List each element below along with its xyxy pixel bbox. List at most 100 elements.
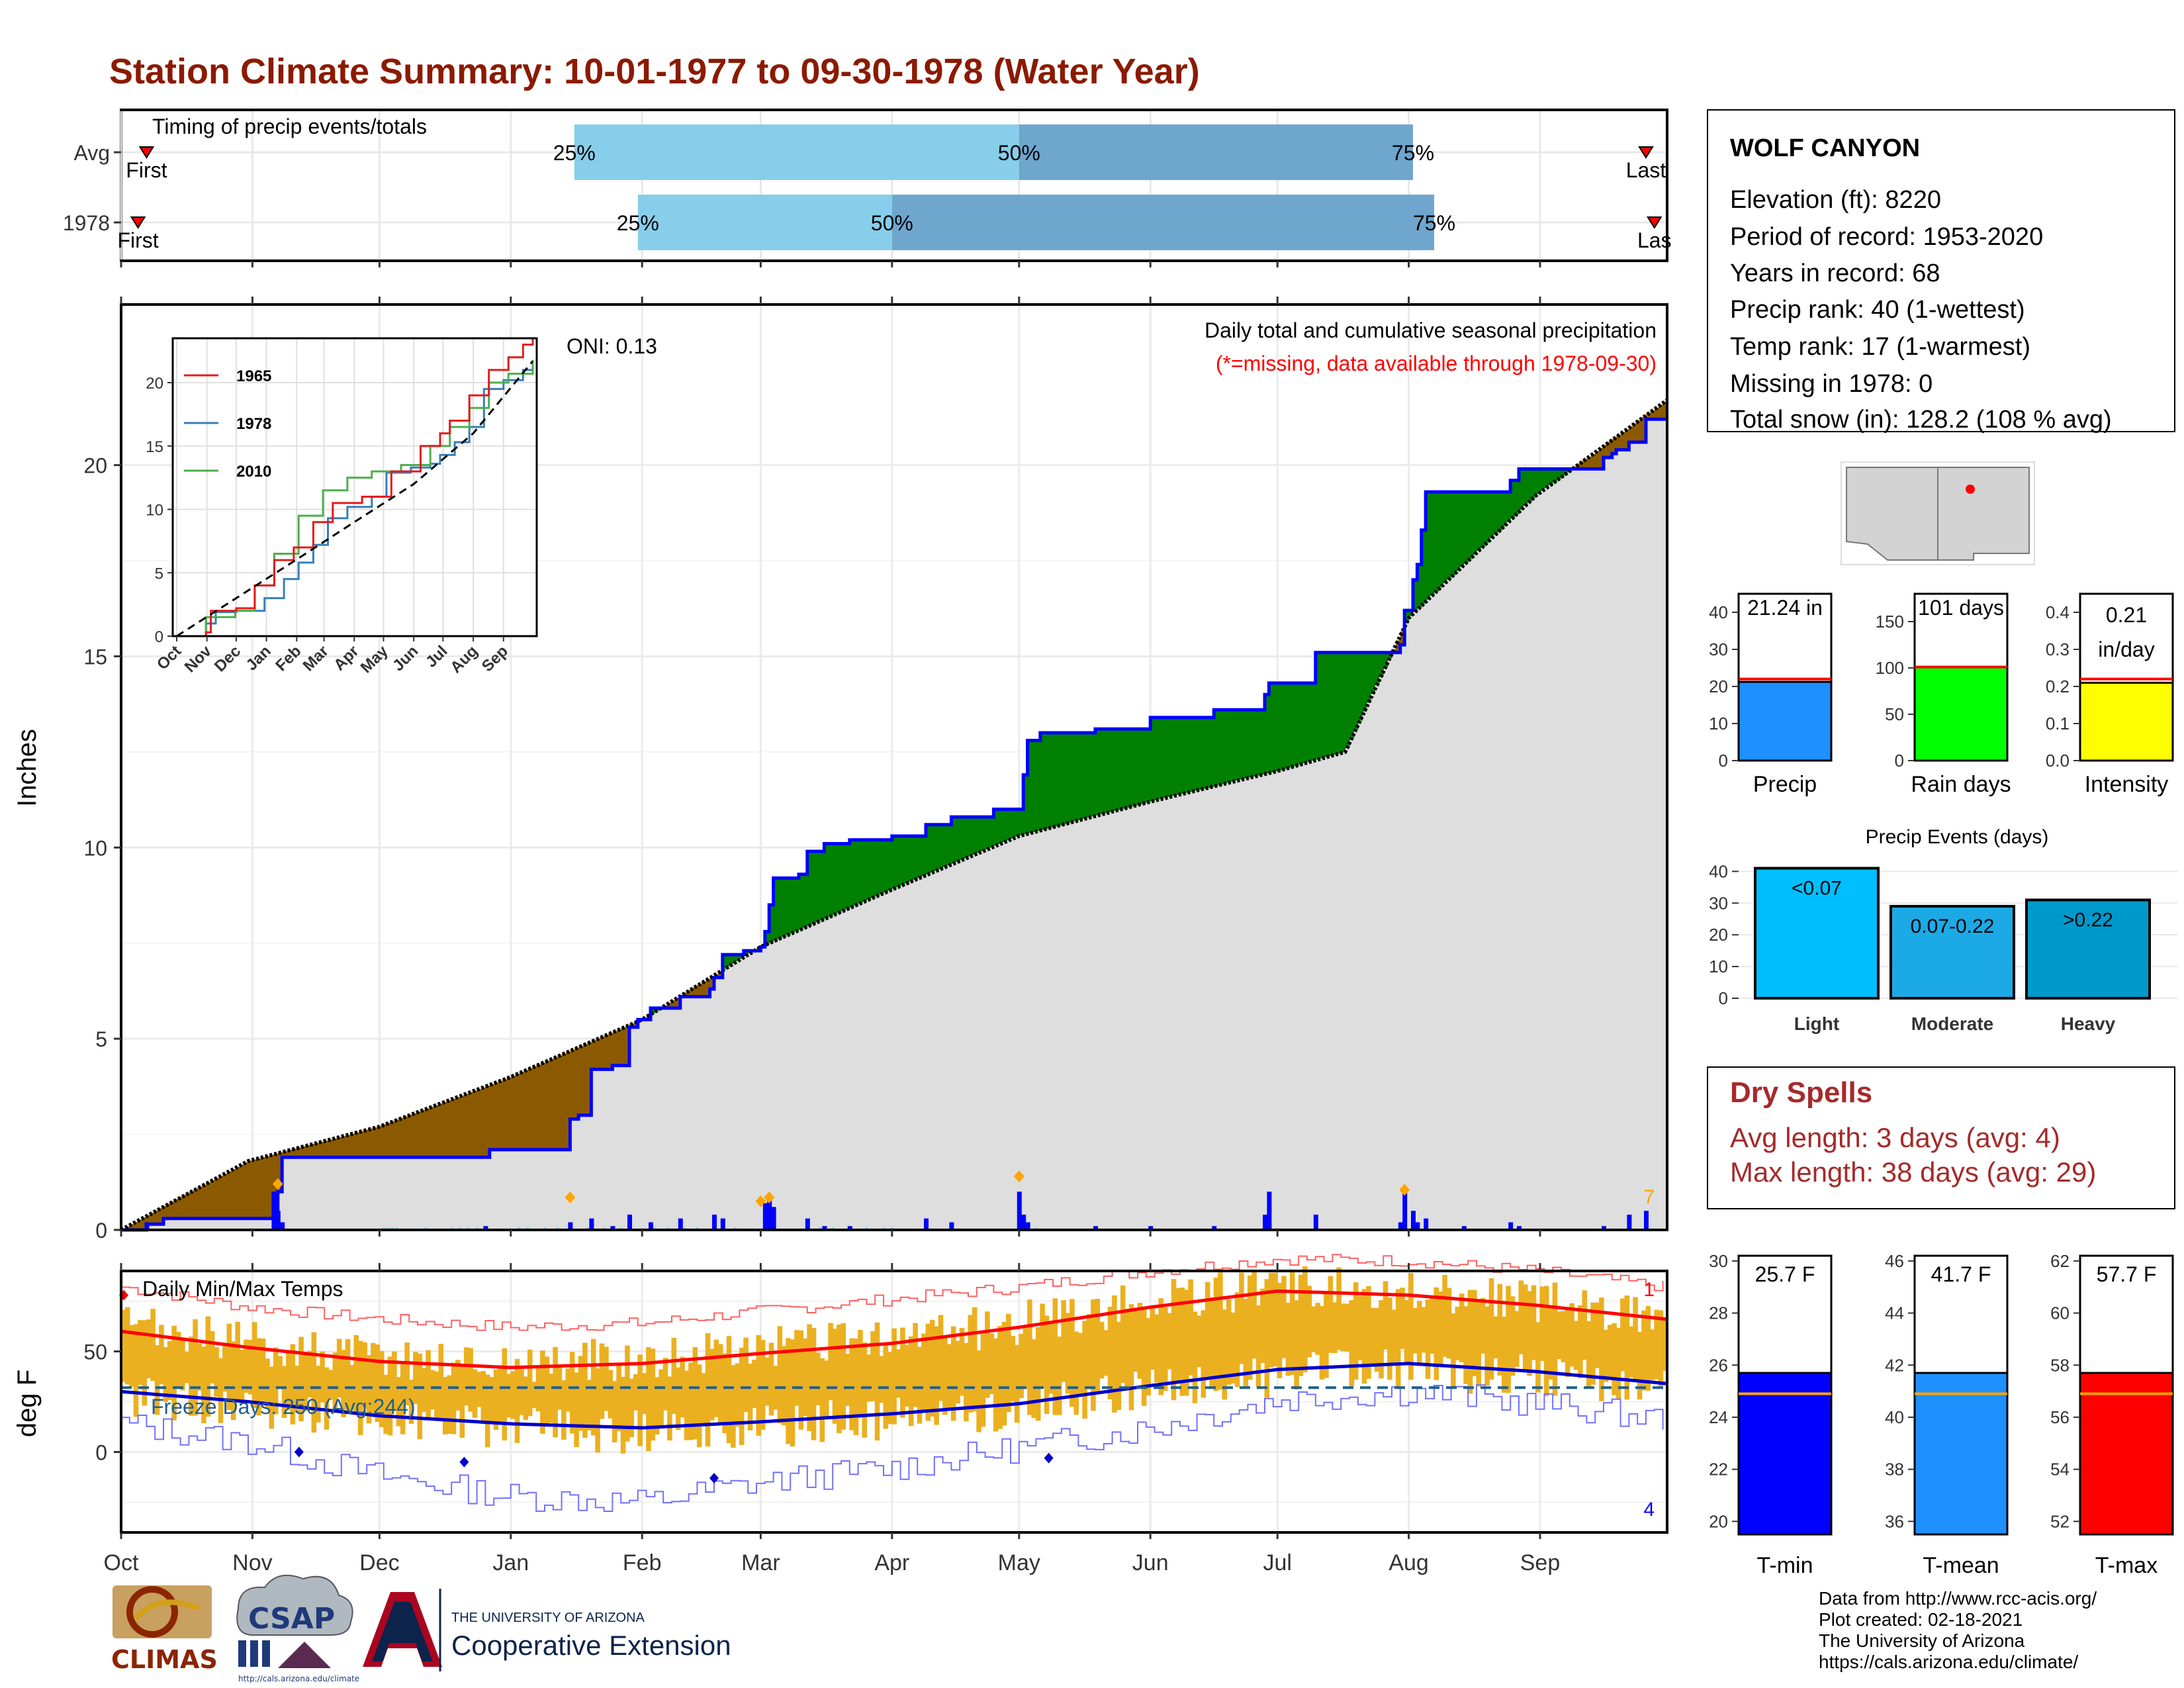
temp-range-bar xyxy=(1446,1288,1452,1359)
precip-events-chart: Precip Events (days) 0 10 20 30 40 <0.07 Light 0… xyxy=(1709,826,2177,1034)
temp-range-bar xyxy=(1493,1316,1498,1359)
temp-range-bar xyxy=(230,1341,236,1421)
record-min-line xyxy=(121,1384,1664,1512)
temp-record-point xyxy=(709,1472,719,1483)
summary-bar-tick-label: 50 xyxy=(1885,704,1904,724)
daily-precip-bar xyxy=(1398,1222,1403,1230)
daily-precip-bar xyxy=(805,1218,810,1230)
temp-bar-t-min: 20 22 24 26 28 30 25.7 F T-min xyxy=(1709,1251,1833,1578)
inset-y-tick-label: 10 xyxy=(146,502,163,520)
daily-precip-bar xyxy=(1212,1226,1217,1230)
main-y-tick-label: 15 xyxy=(83,645,107,669)
temp-range-bar xyxy=(950,1326,956,1421)
summary-bar-fill xyxy=(1913,666,2009,762)
temp-range-bar xyxy=(375,1344,381,1423)
temp-range-bar xyxy=(1120,1285,1126,1383)
temp-bar-tick-label: 52 xyxy=(2050,1511,2070,1531)
temp-range-bar xyxy=(392,1351,397,1411)
summary-bar-value: 101 days xyxy=(1918,596,2004,620)
temp-range-bar xyxy=(1031,1339,1037,1419)
temp-range-bar xyxy=(731,1365,736,1448)
temp-range-bar xyxy=(1599,1297,1604,1401)
temp-range-bar xyxy=(357,1340,363,1435)
timing-pct-label: 50% xyxy=(998,141,1040,165)
temp-range-bar xyxy=(1294,1300,1299,1389)
temp-range-bar xyxy=(498,1365,503,1423)
temp-range-bar xyxy=(480,1371,486,1423)
daily-precip-bar xyxy=(924,1218,929,1230)
main-y-tick-label: 20 xyxy=(83,454,107,478)
temp-range-bar xyxy=(858,1329,863,1419)
month-label: Sep xyxy=(1520,1550,1561,1575)
station-line-4: Temp rank: 17 (1-warmest) xyxy=(1730,333,2030,361)
temp-range-bar xyxy=(197,1343,203,1391)
temp-range-bar xyxy=(1527,1291,1532,1376)
main-y-label: Inches xyxy=(13,729,42,807)
temp-bar-tick-label: 36 xyxy=(1885,1511,1904,1531)
location-map xyxy=(1841,461,2035,565)
temp-y-axis: 0 50 xyxy=(83,1340,121,1464)
temp-range-bar xyxy=(1188,1279,1193,1376)
timing-pct-label: 25% xyxy=(617,211,659,235)
temp-range-bar xyxy=(184,1351,190,1383)
daily-precip-bar xyxy=(271,1192,277,1230)
temp-range-bar xyxy=(180,1337,185,1391)
summary-bar-tick-label: 0.3 xyxy=(2046,639,2070,659)
daily-temp-range-bars xyxy=(120,1266,1668,1454)
temp-range-bar xyxy=(1162,1307,1168,1391)
temp-range-bar xyxy=(209,1331,215,1383)
temp-label: Daily Min/Max Temps xyxy=(142,1277,343,1301)
temp-bar-tick-label: 58 xyxy=(2050,1355,2070,1375)
temp-range-bar xyxy=(1027,1299,1032,1415)
temp-range-bar xyxy=(265,1358,270,1409)
temp-range-bar xyxy=(1285,1302,1291,1376)
temp-range-bar xyxy=(1497,1284,1503,1376)
event-bar-heavy xyxy=(2025,898,2151,1000)
temp-range-bar xyxy=(1349,1300,1355,1387)
temp-top-count: 1 xyxy=(1643,1279,1655,1301)
temp-range-bar xyxy=(523,1376,529,1421)
temp-range-bar xyxy=(1251,1270,1257,1359)
temp-range-bar xyxy=(514,1358,520,1443)
temp-range-bar xyxy=(320,1351,325,1403)
temp-range-bar xyxy=(124,1307,130,1385)
daily-precip-bar xyxy=(589,1218,594,1230)
temp-range-bar xyxy=(1637,1332,1643,1400)
temp-range-bar xyxy=(1205,1282,1210,1377)
temp-range-bar xyxy=(447,1375,452,1434)
temp-bar-t-max: 52 54 56 58 60 62 57.7 F T-max xyxy=(2050,1251,2174,1578)
temp-range-bar xyxy=(1302,1266,1308,1372)
temp-range-bar xyxy=(218,1358,224,1423)
temp-range-bar xyxy=(777,1326,783,1424)
temp-range-bar xyxy=(1370,1307,1376,1365)
temp-range-bar xyxy=(332,1352,338,1413)
temp-range-bar xyxy=(1391,1309,1397,1364)
temp-range-bar xyxy=(315,1366,321,1423)
temp-range-bar xyxy=(205,1316,211,1417)
temp-range-bar xyxy=(510,1371,516,1419)
timing-marker xyxy=(1638,146,1654,159)
temp-range-bar xyxy=(756,1335,762,1436)
temp-range-bar xyxy=(701,1373,706,1427)
temp-bar-label: T-max xyxy=(2095,1553,2158,1578)
temp-range-bar xyxy=(650,1348,656,1441)
timing-marker xyxy=(130,216,146,229)
temp-range-bar xyxy=(709,1348,715,1421)
daily-precip-bar xyxy=(1415,1222,1420,1230)
temp-range-bar xyxy=(260,1338,266,1405)
temp-range-bar xyxy=(417,1353,423,1440)
station-info-box: WOLF CANYON Elevation (ft): 8220 Period … xyxy=(1707,109,2175,434)
temp-range-bar xyxy=(798,1330,804,1430)
csap-wordmark: CSAP xyxy=(248,1602,335,1636)
temp-range-bar xyxy=(1518,1280,1524,1354)
temp-range-bar xyxy=(1658,1310,1664,1387)
temp-range-bar xyxy=(891,1328,897,1425)
record-diamond xyxy=(1013,1170,1024,1183)
temp-range-bar xyxy=(1099,1321,1105,1379)
summary-bar-tick-label: 0.2 xyxy=(2046,677,2070,696)
temp-range-bar xyxy=(159,1325,164,1385)
temp-range-bar xyxy=(1408,1273,1414,1380)
temp-range-bar xyxy=(138,1320,143,1385)
temp-range-bar xyxy=(561,1380,567,1440)
